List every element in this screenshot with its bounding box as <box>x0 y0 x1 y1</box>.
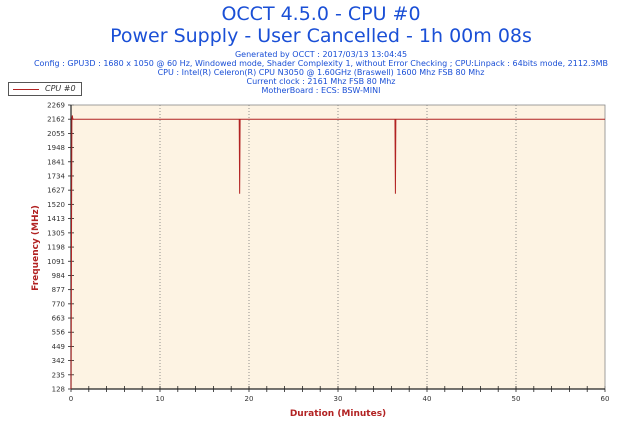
y-tick-label: 984 <box>52 272 66 280</box>
x-tick-label: 20 <box>245 395 254 403</box>
y-tick-label: 235 <box>52 371 65 379</box>
y-tick-label: 1948 <box>47 144 65 152</box>
x-tick-label: 60 <box>601 395 610 403</box>
plot-area: 0 10 20 30 40 50 60 128 235 342 449 556 663 770 877 984… <box>47 102 609 404</box>
y-tick-label: 449 <box>52 343 65 351</box>
y-tick-label: 1091 <box>47 258 65 266</box>
info-motherboard: MotherBoard : ECS: BSW-MINI <box>261 86 381 95</box>
y-tick-label: 342 <box>52 357 65 365</box>
info-config: Config : GPU3D : 1680 x 1050 @ 60 Hz, Wi… <box>33 59 609 68</box>
y-tick-label: 1305 <box>47 229 65 237</box>
y-axis-title: Frequency (MHz) <box>31 205 41 291</box>
y-tick-label: 1734 <box>47 172 65 180</box>
legend-swatch <box>13 89 39 90</box>
y-tick-label: 2055 <box>47 130 65 138</box>
y-tick-label: 1520 <box>47 201 65 209</box>
chart-title: OCCT 4.5.0 - CPU #0 <box>221 3 421 25</box>
x-tick-label: 0 <box>69 395 73 403</box>
y-tick-label: 1841 <box>47 158 65 166</box>
x-tick-label: 40 <box>423 395 432 403</box>
y-tick-label: 2162 <box>47 116 65 124</box>
y-tick-label: 877 <box>52 286 65 294</box>
y-tick-label: 556 <box>52 329 66 337</box>
chart-subtitle: Power Supply - User Cancelled - 1h 00m 0… <box>110 25 532 47</box>
y-tick-label: 1413 <box>47 215 65 223</box>
series-line-cpu0 <box>70 115 605 390</box>
y-tick-label: 663 <box>52 315 65 323</box>
x-tick-label: 30 <box>334 395 343 403</box>
x-tick-label: 10 <box>156 395 165 403</box>
x-axis-title: Duration (Minutes) <box>290 409 386 419</box>
y-tick-label: 128 <box>52 386 65 394</box>
chart-legend: CPU #0 <box>8 82 82 96</box>
y-tick-label: 2269 <box>47 102 65 110</box>
y-tick-label: 1627 <box>47 187 65 195</box>
legend-label: CPU #0 <box>45 84 76 93</box>
y-tick-label: 1198 <box>47 244 65 252</box>
info-cpu: CPU : Intel(R) Celeron(R) CPU N3050 @ 1.… <box>157 68 485 77</box>
y-tick-label: 770 <box>52 300 65 308</box>
x-tick-label: 50 <box>512 395 521 403</box>
info-current-clock: Current clock : 2161 Mhz FSB 80 Mhz <box>246 77 396 86</box>
info-generated: Generated by OCCT : 2017/03/13 13:04:45 <box>234 50 408 59</box>
